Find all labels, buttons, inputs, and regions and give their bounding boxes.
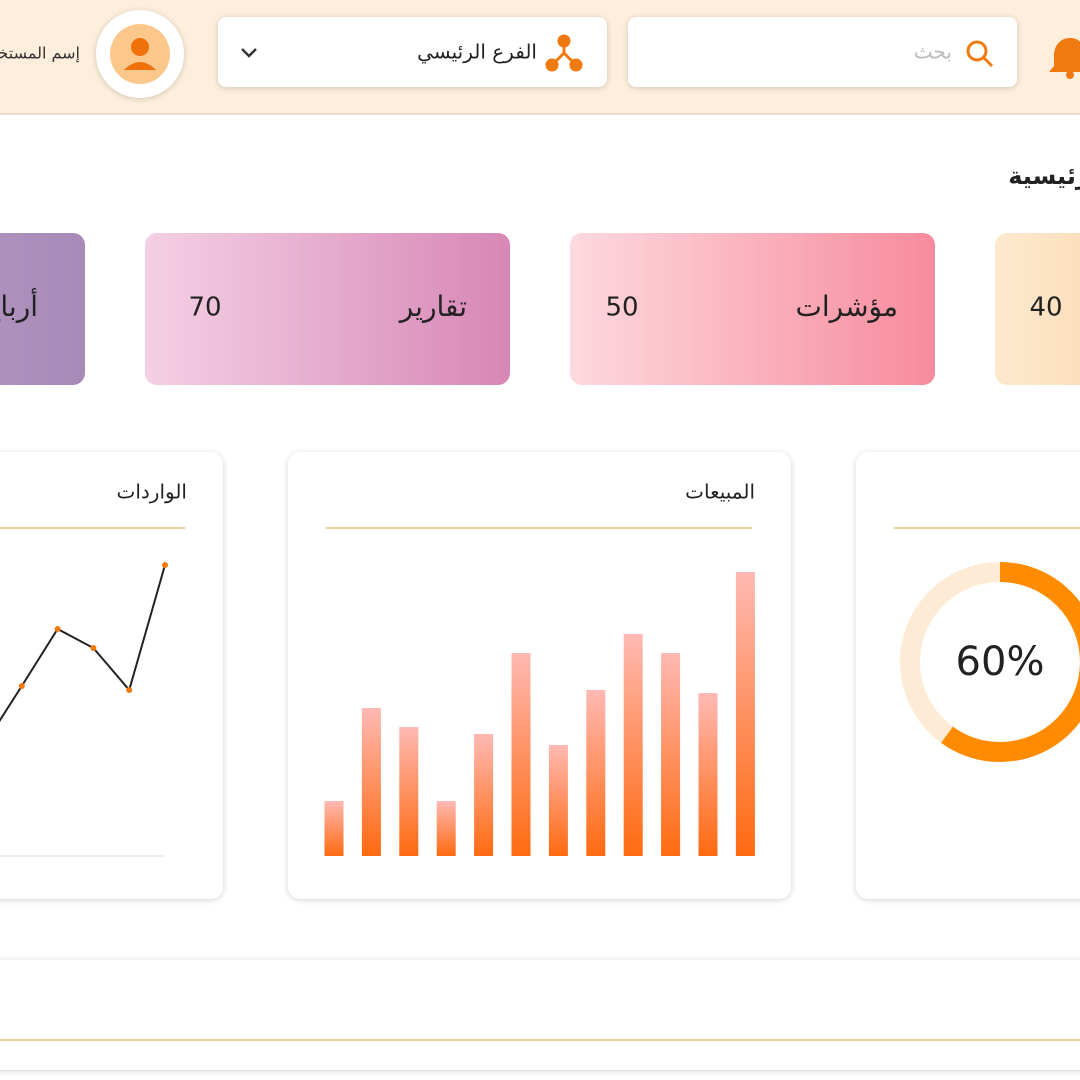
card-label: أرباح (0, 287, 38, 323)
table-panel (0, 960, 1080, 1070)
bar (511, 653, 531, 856)
chart-title: الواردات (117, 480, 188, 504)
search-box[interactable] (628, 17, 1017, 87)
bar (548, 745, 568, 856)
card-value: 50 (605, 293, 638, 323)
point (54, 626, 61, 632)
branch-name: الفرع الرئيسي (417, 40, 537, 65)
bar (586, 690, 606, 856)
line (0, 564, 166, 722)
bar (399, 727, 419, 856)
card-label: مؤشرات (795, 290, 898, 323)
bell-icon[interactable] (1049, 38, 1080, 79)
bar (735, 572, 755, 856)
chart-panel (0, 452, 223, 899)
page-title: الرئيسية (1008, 162, 1080, 190)
stat-card[interactable] (145, 233, 510, 385)
point (18, 683, 25, 689)
avatar-icon (124, 38, 156, 70)
donut-label: 60% (956, 639, 1045, 685)
branch-icon (545, 34, 583, 72)
point (162, 562, 168, 568)
search-placeholder: بحث (914, 40, 952, 64)
branch-select[interactable] (218, 17, 607, 87)
stat-card[interactable] (995, 233, 1080, 385)
bar (324, 801, 344, 856)
search-icon (966, 40, 994, 68)
bar (623, 634, 643, 856)
bar (361, 708, 381, 856)
bar (436, 801, 456, 856)
donut-arc (900, 562, 1080, 762)
chart-panel (856, 452, 1080, 899)
user-name: إسم المستخدم (0, 44, 80, 63)
card-value: 40 (1029, 293, 1062, 323)
bar (661, 653, 681, 856)
bar (698, 693, 718, 856)
chevron (241, 48, 257, 58)
card-value: 70 (188, 293, 221, 323)
point (126, 687, 133, 693)
card-label: تقارير (398, 290, 467, 323)
stat-card[interactable] (0, 233, 85, 385)
chart-title: المبيعات (685, 480, 755, 504)
bar (474, 734, 494, 856)
point (90, 645, 97, 651)
stat-card[interactable] (570, 233, 935, 385)
